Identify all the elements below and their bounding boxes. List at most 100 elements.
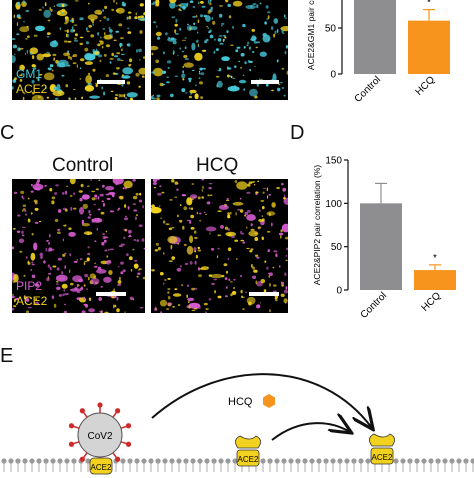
lipid-head [288,458,294,464]
arrow-virus-to-receptor [151,373,372,428]
fluorescent-puncta [199,14,204,18]
fluorescent-puncta [27,261,31,265]
fluorescent-puncta [249,88,258,97]
fluorescent-puncta [118,207,121,210]
fluorescent-puncta [47,67,52,71]
fluorescent-puncta [51,69,54,72]
lipid-head [260,458,266,464]
fluorescent-puncta [111,8,114,12]
fluorescent-puncta [115,181,118,186]
fluorescent-puncta [44,184,47,187]
fluorescent-puncta [139,30,143,34]
fluorescent-puncta [151,95,154,100]
arrow-drug-effect [271,423,350,441]
fluorescent-puncta [166,308,170,310]
fluorescent-puncta [130,268,133,272]
fluorescent-puncta [36,77,38,79]
fluorescent-puncta [182,78,185,81]
fluorescent-puncta [240,66,242,69]
fluorescent-puncta [232,0,243,7]
fluorescent-puncta [83,296,85,300]
fluorescent-puncta [183,243,187,246]
fluorescent-puncta [153,21,157,24]
fluorescent-puncta [56,267,60,271]
fluorescent-puncta [142,205,145,209]
fluorescent-puncta [174,181,179,185]
fluorescent-puncta [126,92,138,98]
fluorescent-puncta [236,181,248,190]
fluorescent-puncta [94,262,97,265]
fluorescent-puncta [49,266,52,271]
lipid-head [169,458,175,464]
fluorescent-puncta [248,301,252,306]
fluorescent-puncta [32,67,37,70]
fluorescent-puncta [281,67,285,70]
fluorescent-puncta [94,240,97,243]
fluorescent-puncta [93,203,96,206]
fluorescent-puncta [226,30,229,34]
fluorescent-puncta [209,194,213,196]
fluorescent-puncta [54,219,59,222]
channel-label-ace2: ACE2 [16,294,48,308]
fluorescent-puncta [242,308,245,311]
fluorescent-puncta [174,33,179,35]
fluorescent-puncta [111,52,114,57]
receptor-label: ACE2 [91,463,112,472]
fluorescent-puncta [104,5,108,10]
fluorescent-puncta [213,50,216,54]
fluorescent-puncta [53,5,55,8]
fluorescent-puncta [266,83,269,87]
fluorescent-puncta [193,308,198,310]
fluorescent-puncta [96,269,107,274]
fluorescent-puncta [12,246,15,250]
fluorescent-puncta [46,96,50,99]
fluorescent-puncta [155,242,159,246]
fluorescent-puncta [83,231,93,235]
fluorescent-puncta [53,303,57,308]
fluorescent-puncta [12,293,14,296]
fluorescent-puncta [34,221,39,224]
fluorescent-puncta [244,61,247,65]
fluorescent-puncta [16,230,21,233]
fluorescent-puncta [62,238,65,242]
fluorescent-puncta [116,52,121,55]
fluorescence-dots [12,179,145,313]
fluorescent-puncta [86,41,89,45]
fluorescent-puncta [124,204,127,208]
fluorescent-puncta [31,64,36,68]
fluorescent-puncta [188,78,192,83]
fluorescent-puncta [88,308,95,313]
spike-head [68,441,75,447]
fluorescent-puncta [160,311,163,313]
fluorescent-puncta [43,9,51,18]
fluorescent-puncta [189,0,194,3]
fluorescent-puncta [191,207,193,210]
fluorescent-puncta [170,248,172,250]
fluorescent-puncta [283,197,286,200]
fluorescent-puncta [87,185,90,187]
fluorescent-puncta [72,55,75,57]
fluorescent-puncta [174,29,177,34]
fluorescent-puncta [235,211,237,216]
fluorescent-puncta [69,19,74,22]
schematic-e: HCQ CoV2 ACE2 ACE2 ACE2 [1,373,474,475]
fluorescent-puncta [123,229,127,231]
fluorescent-puncta [228,278,231,282]
fluorescent-puncta [164,279,167,281]
fluorescent-puncta [132,195,138,200]
fluorescent-puncta [218,5,224,7]
fluorescent-puncta [115,73,119,75]
fluorescent-puncta [227,247,232,252]
hcq-hexagon-icon [263,394,275,408]
fluorescent-puncta [118,245,123,247]
fluorescent-puncta [171,227,175,229]
fluorescent-puncta [197,19,200,24]
fluorescent-puncta [19,74,23,77]
fluorescent-puncta [114,304,117,308]
fluorescent-puncta [174,23,178,27]
fluorescent-puncta [208,187,212,190]
fluorescent-puncta [184,37,187,39]
fluorescent-puncta [97,32,99,36]
fluorescent-puncta [284,50,287,55]
